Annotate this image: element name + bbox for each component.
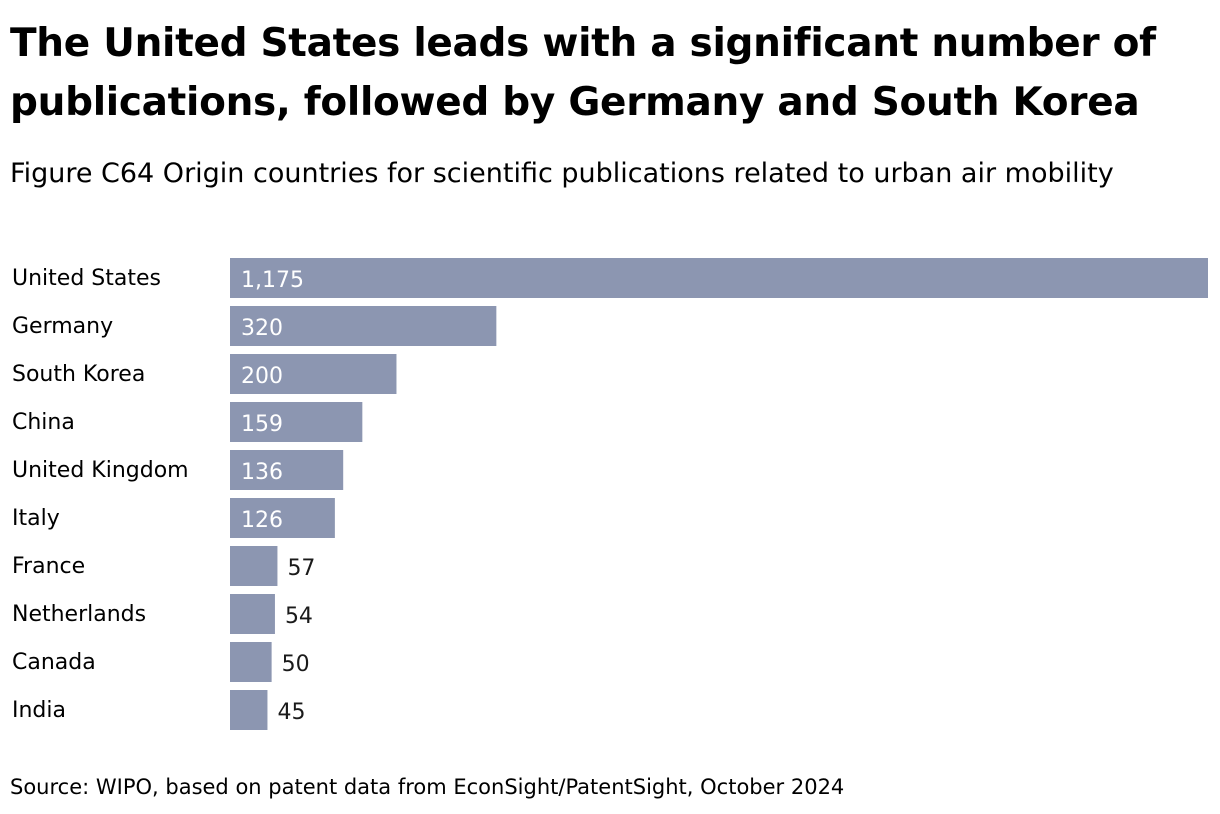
source-note: Source: WIPO, based on patent data from …	[10, 775, 845, 799]
category-label: South Korea	[12, 362, 145, 387]
value-label: 136	[241, 460, 283, 485]
bar	[230, 258, 1208, 298]
value-label: 200	[241, 364, 283, 389]
category-label: Canada	[12, 650, 96, 675]
category-label: France	[12, 554, 85, 579]
value-label: 320	[241, 316, 283, 341]
category-label: United States	[12, 266, 161, 291]
category-label: China	[12, 410, 75, 435]
value-label: 50	[282, 652, 310, 677]
category-label: Italy	[12, 506, 60, 531]
bar	[230, 402, 363, 442]
value-label: 57	[287, 556, 315, 581]
value-label: 159	[241, 412, 283, 437]
bar	[230, 354, 397, 394]
value-label: 54	[285, 604, 313, 629]
chart-subtitle: Figure C64 Origin countries for scientif…	[10, 158, 1114, 189]
bar	[230, 450, 344, 490]
category-label: United Kingdom	[12, 458, 189, 483]
category-label: Netherlands	[12, 602, 146, 627]
bar-chart: United States 1,175 Germany 320 South Korea 2…	[12, 258, 1208, 730]
bar	[230, 546, 278, 586]
bar	[230, 642, 272, 682]
bar	[230, 306, 497, 346]
bar	[230, 690, 268, 730]
value-label: 126	[241, 508, 283, 533]
bar	[230, 498, 335, 538]
category-label: Germany	[12, 314, 113, 339]
bar	[230, 594, 275, 634]
category-label: India	[12, 698, 66, 723]
chart-title: The United States leads with a significa…	[10, 21, 1156, 125]
value-label: 1,175	[241, 268, 304, 293]
value-label: 45	[277, 700, 305, 725]
